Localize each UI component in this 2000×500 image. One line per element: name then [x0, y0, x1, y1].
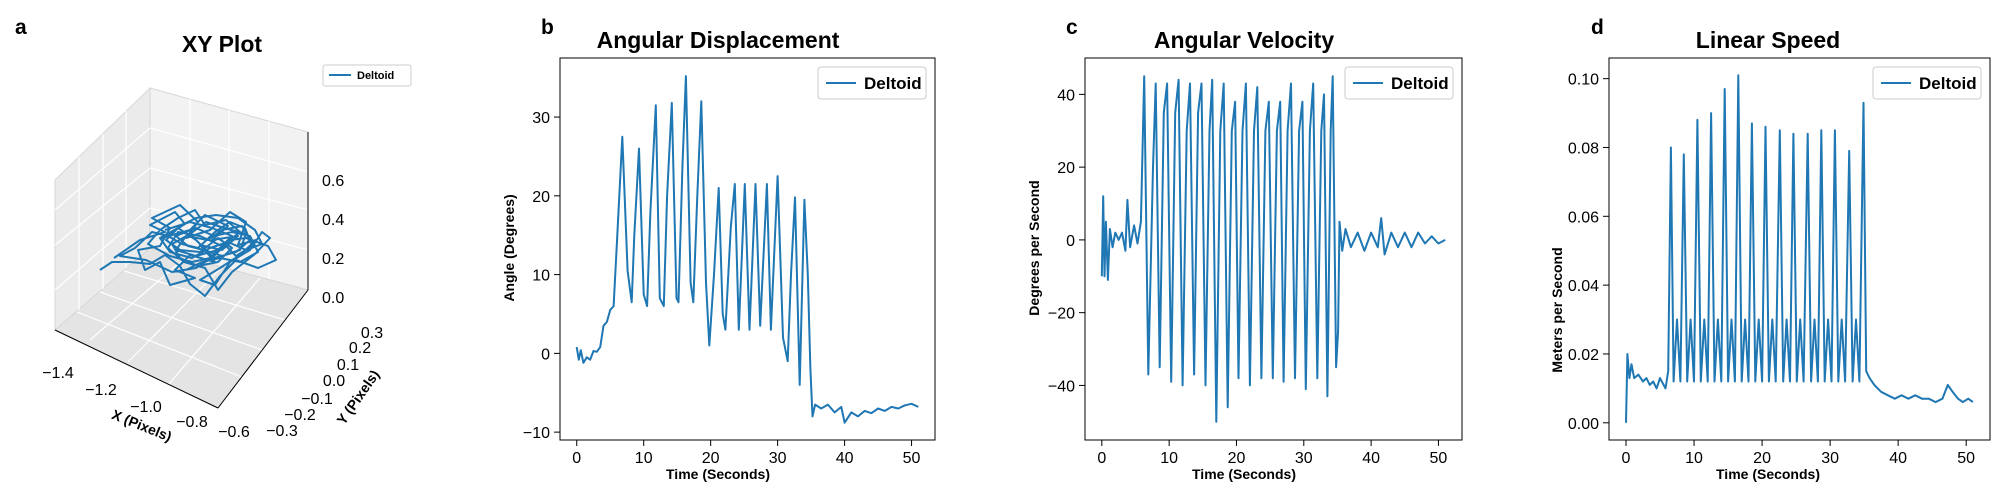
panel-a: a XY Plot — [15, 16, 412, 445]
y-tick-labels-3d: −0.3 −0.2 −0.1 0.0 0.1 0.2 0.3 — [266, 325, 383, 440]
panel-letter-c: c — [1066, 16, 1078, 39]
y-tick-label: 40 — [1057, 87, 1075, 104]
legend-label: Deltoid — [1919, 74, 1977, 93]
y-tick-label: 0.10 — [1568, 72, 1599, 89]
x-tick-label: −1.2 — [85, 382, 117, 399]
x-tick-label: 40 — [1889, 450, 1907, 467]
y-tick-label: 0.0 — [323, 373, 345, 390]
y-axis-label: Angle (Degrees) — [501, 194, 517, 301]
x-tick-label: 40 — [1362, 450, 1380, 467]
panel-b: b Angular Displacement Time (Seconds) An… — [501, 16, 936, 482]
x-axis-line — [54, 329, 219, 409]
panel-d-title: Linear Speed — [1696, 27, 1840, 53]
x-axis-label: Time (Seconds) — [1716, 466, 1820, 482]
y-tick-label: 0.1 — [337, 357, 359, 374]
x-tick-label: 10 — [1160, 450, 1178, 467]
x-tick-label: 50 — [1430, 450, 1448, 467]
y-tick-label: −10 — [523, 425, 550, 442]
x-tick-label: 0 — [572, 450, 581, 467]
x-tick-label: 30 — [1821, 450, 1839, 467]
y-tick-label: 30 — [532, 110, 550, 127]
legend: Deltoid — [1344, 66, 1454, 100]
y-tick-label: 0.2 — [349, 340, 371, 357]
z-tick-labels-3d: 0.0 0.2 0.4 0.6 — [322, 173, 344, 307]
xy-trajectory-line — [159, 214, 263, 271]
legend-box — [1872, 66, 1982, 100]
y-tick-label: −0.3 — [266, 423, 298, 440]
y-tick-label: 0.06 — [1568, 209, 1599, 226]
panel-d: d Linear Speed Time (Seconds) Meters per… — [1549, 16, 1991, 482]
series-line-deltoid — [1625, 74, 1974, 423]
legend-label: Deltoid — [1391, 74, 1449, 93]
y-tick-label: −0.1 — [301, 391, 333, 408]
legend: Deltoid — [1872, 66, 1982, 100]
x-tick-label: 50 — [1957, 450, 1975, 467]
y-tick-label: 0.00 — [1568, 416, 1599, 433]
x-tick-label: 40 — [836, 450, 854, 467]
x-tick-label: 0 — [1622, 450, 1631, 467]
y-tick-label: 0.02 — [1568, 347, 1599, 364]
plot-area-b: 0 10 20 30 40 50 −10 0 10 20 30 Deltoid — [523, 57, 936, 467]
y-tick-label: 0.3 — [361, 325, 383, 342]
legend-a: Deltoid — [322, 64, 412, 87]
x-tick-labels-3d: −1.4 −1.2 −1.0 −0.8 −0.6 — [42, 365, 250, 441]
panel-a-title: XY Plot — [182, 31, 262, 57]
panel-c-title: Angular Velocity — [1154, 27, 1334, 53]
z-tick-label: 0.2 — [322, 251, 344, 268]
panel-letter-b: b — [541, 16, 554, 39]
y-tick-label: 10 — [532, 268, 550, 285]
panel-c: c Angular Velocity Time (Seconds) Degree… — [1026, 16, 1463, 482]
legend-label: Deltoid — [357, 70, 394, 82]
y-tick-label: 20 — [532, 189, 550, 206]
x-tick-label: 20 — [1753, 450, 1771, 467]
x-tick-label: 20 — [702, 450, 720, 467]
y-tick-label: −40 — [1048, 378, 1075, 395]
x-tick-label: −1.4 — [42, 365, 74, 382]
x-tick-label: 30 — [1295, 450, 1313, 467]
panel-letter-a: a — [15, 16, 27, 39]
x-axis-label: Time (Seconds) — [666, 466, 770, 482]
plot-frame — [1608, 57, 1991, 441]
x-tick-label: −0.8 — [176, 414, 208, 431]
legend: Deltoid — [817, 66, 927, 100]
legend-box — [322, 64, 412, 87]
x-tick-label: −0.6 — [218, 424, 250, 441]
plot-area-c: 0 10 20 30 40 50 −40 −20 0 20 40 Deltoid — [1048, 57, 1463, 467]
legend-label: Deltoid — [864, 74, 922, 93]
y-tick-label: −20 — [1048, 306, 1075, 323]
x-axis-label: Time (Seconds) — [1192, 466, 1296, 482]
z-tick-label: 0.6 — [322, 173, 344, 190]
panel-letter-d: d — [1591, 16, 1604, 39]
y-tick-label: 20 — [1057, 160, 1075, 177]
y-tick-label: 0 — [541, 346, 550, 363]
x-tick-label: −1.0 — [130, 399, 162, 416]
y-tick-label: 0 — [1066, 233, 1075, 250]
x-tick-label: 10 — [635, 450, 653, 467]
x-tick-label: 0 — [1097, 450, 1106, 467]
legend-box — [1344, 66, 1454, 100]
y-axis-line — [217, 289, 309, 409]
series-line-deltoid — [575, 75, 919, 424]
plot-area-d: 0 10 20 30 40 50 0.00 0.02 0.04 0.06 0.08 0.10 Delto… — [1568, 57, 1991, 467]
y-axis-label: Degrees per Second — [1026, 180, 1042, 315]
y-axis-label: Meters per Second — [1549, 247, 1565, 372]
y-tick-label: 0.04 — [1568, 278, 1599, 295]
plot-frame — [559, 57, 936, 441]
x-tick-label: 50 — [903, 450, 921, 467]
plot-frame — [1084, 57, 1463, 441]
y-tick-label: −0.2 — [284, 407, 316, 424]
legend-box — [817, 66, 927, 100]
panel-b-title: Angular Displacement — [597, 27, 840, 53]
z-tick-label: 0.0 — [322, 290, 344, 307]
x-tick-label: 20 — [1228, 450, 1246, 467]
x-tick-label: 30 — [769, 450, 787, 467]
series-line-deltoid — [1100, 75, 1446, 423]
x-tick-label: 10 — [1685, 450, 1703, 467]
y-tick-label: 0.08 — [1568, 140, 1599, 157]
z-tick-label: 0.4 — [322, 212, 344, 229]
